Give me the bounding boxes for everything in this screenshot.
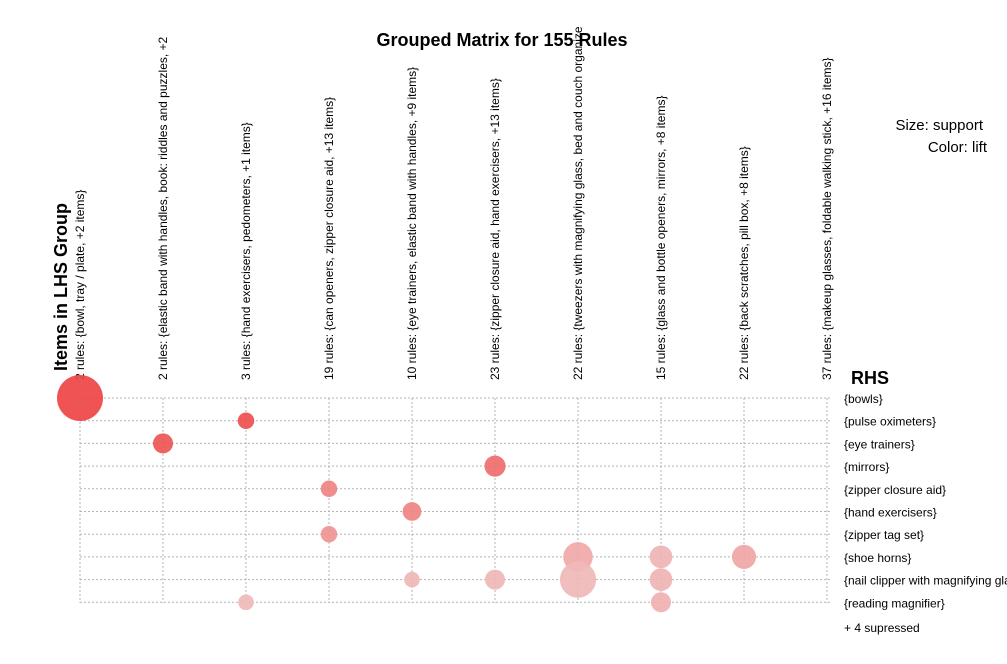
rule-group-point [484,569,506,590]
rule-group-point [731,544,757,569]
rhs-item-label: {mirrors} [844,460,889,474]
rhs-item-label: {reading magnifier} [844,596,945,610]
rule-group-point [320,480,338,498]
lhs-group-label: 2 rules: {elastic band with handles, boo… [156,36,170,380]
lhs-group-label: 23 rules: {zipper closure aid, hand exer… [488,78,502,380]
rhs-item-labels: {bowls} {pulse oximeters} {eye trainers} {m… [844,392,1007,610]
rule-group-point [484,455,506,477]
rule-group-point [57,375,103,421]
rhs-item-label: {zipper tag set} [844,528,924,542]
lhs-group-label: 22 rules: {back scratches, pill box, +8 … [737,146,751,380]
lhs-group-label: 19 rules: {can openers, zipper closure a… [322,97,336,380]
lhs-axis-label: Items in LHS Group [51,203,71,371]
lhs-group-label: 10 rules: {eye trainers, elastic band wi… [405,67,419,380]
lhs-group-labels: 2 rules: {bowl, tray / plate, +2 items} 2… [73,26,834,380]
lhs-group-label: 37 rules: {makeup glasses, foldable walk… [820,57,834,380]
legend-size-label: Size: support [895,117,983,134]
rule-group-point [559,561,597,598]
rule-group-point [649,545,673,569]
chart-title: Grouped Matrix for 155 Rules [376,30,627,50]
rule-group-point [152,433,174,454]
lhs-group-label: 2 rules: {bowl, tray / plate, +2 items} [73,190,87,380]
rhs-axis-label: RHS [851,368,889,388]
rhs-item-label: {nail clipper with magnifying glass} [844,574,1007,588]
lhs-group-label: 3 rules: {hand exercisers, pedometers, +… [239,122,253,380]
rule-group-point [649,568,673,591]
rule-group-point [402,502,422,521]
lhs-group-label: 22 rules: {tweezers with magnifying glas… [571,26,585,380]
rule-group-point [238,594,254,611]
rule-group-point [650,592,672,613]
rule-group-point [404,571,420,588]
rhs-item-label: {eye trainers} [844,437,915,451]
rhs-item-label: {zipper closure aid} [844,483,946,497]
rhs-item-label: {shoe horns} [844,551,911,565]
data-points [57,375,757,613]
legend-color-label: Color: lift [928,139,988,156]
rule-group-point [237,412,255,429]
rule-group-point [320,525,338,543]
grid-layer [79,397,830,603]
rhs-item-label: {hand exercisers} [844,506,937,520]
rhs-item-label: {bowls} [844,392,883,406]
lhs-group-label: 15 rules: {glass and bottle openers, mir… [654,96,668,380]
suppressed-note: + 4 supressed [844,621,920,635]
rhs-item-label: {pulse oximeters} [844,415,936,429]
